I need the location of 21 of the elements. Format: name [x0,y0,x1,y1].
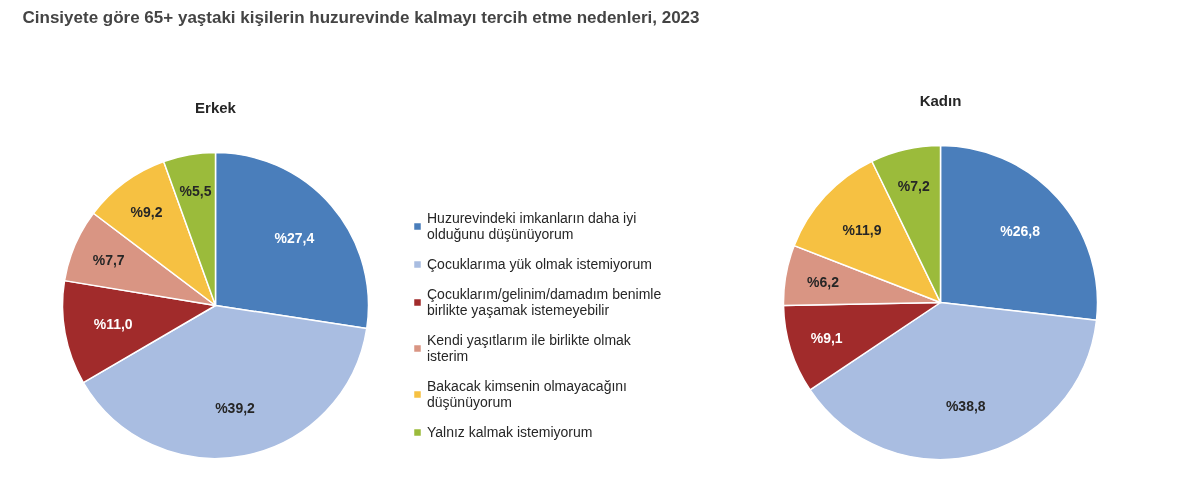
slice-label: Kadın [919,92,962,109]
data-label: %38,8 [945,398,986,415]
data-label: %39,2 [215,399,256,416]
data-label: %5,5 [179,182,212,199]
legend-label: Huzurevindeki imkanların daha iyi olduğunu düşünüyorum [427,210,637,242]
data-label: %9,1 [810,330,843,347]
data-label: %26,8 [1000,223,1041,240]
data-label: %7,2 [897,178,930,195]
legend-label: Bakacak kimsenin olmayacağını düşünüyorum [427,378,627,410]
data-label: %11,9 [842,222,882,239]
data-label: %6,2 [807,273,840,290]
slice-label: Erkek [195,99,237,116]
legend-label: Çocuklarıma yük olmak istemiyorum [427,256,652,272]
data-label: %7,7 [92,251,125,268]
data-label: %27,4 [274,229,315,246]
data-label: %9,2 [130,203,163,220]
data-label: %11,0 [93,316,133,333]
chart-title: Cinsiyete göre 65+ yaştaki kişilerin huzurevinde kalmayı tercih etme nedenleri, 2023 [22,7,700,27]
legend-label: Kendi yaşıtlarım ile birlikte olmak isterim [427,332,631,364]
legend-label: Yalnız kalmak istemiyorum [427,424,593,440]
legend-label: Çocuklarım/gelinim/damadım benimle birlikte yaşamak istemeyebilir [427,286,662,318]
